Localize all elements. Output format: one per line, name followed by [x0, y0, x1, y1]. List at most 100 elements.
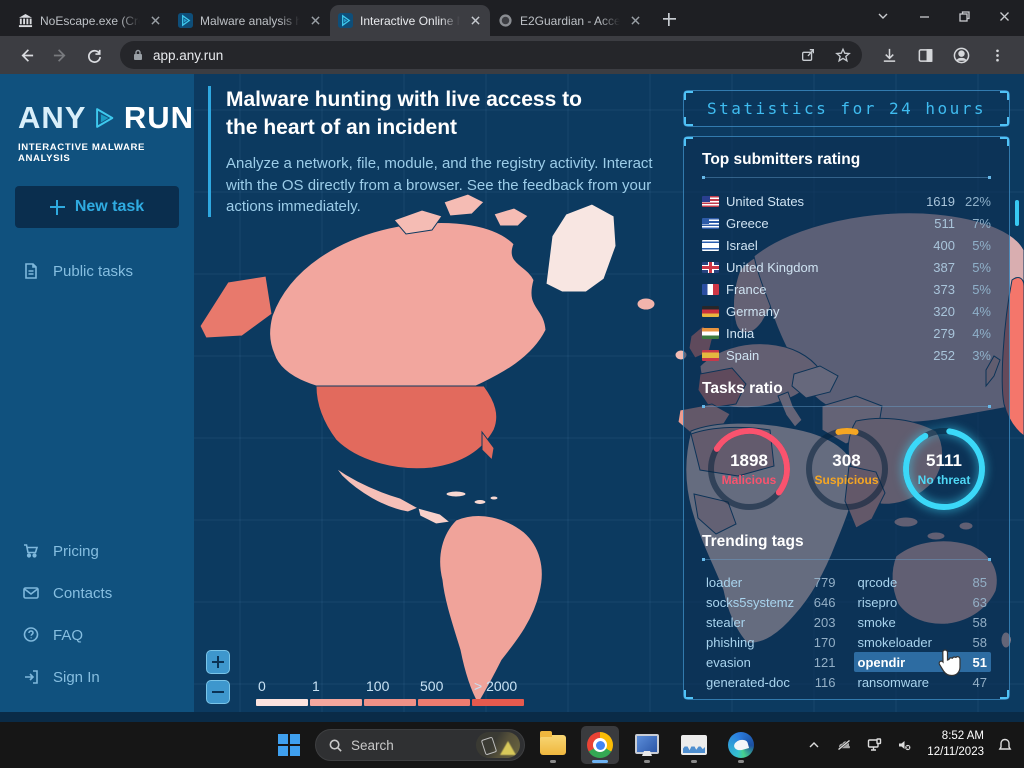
sidebar-footer-item[interactable]: Contacts [0, 572, 194, 614]
country-percent: 22% [964, 193, 991, 209]
legend-item: 500 [418, 678, 470, 706]
url-text: app.any.run [153, 47, 224, 63]
country-name: India [726, 325, 755, 341]
tray-volume-muted-icon[interactable] [891, 730, 917, 760]
country-percent: 5% [972, 281, 991, 297]
tray-network-icon[interactable] [861, 730, 887, 760]
tag-row[interactable]: risepro 63 [854, 592, 992, 612]
close-window-button[interactable] [984, 0, 1024, 32]
country-count: 387 [933, 259, 955, 275]
country-name: Greece [726, 215, 769, 231]
sidebar-footer-item[interactable]: FAQ [0, 614, 194, 656]
tag-row[interactable]: qrcode 85 [854, 572, 992, 592]
address-bar[interactable]: app.any.run [120, 41, 862, 69]
tray-offline-icon[interactable] [831, 730, 857, 760]
anyrun-logo[interactable]: ANY RUN [18, 100, 194, 136]
legend-swatch [256, 699, 308, 706]
taskbar-edge[interactable] [722, 726, 760, 764]
taskbar-vm-app[interactable] [628, 726, 666, 764]
tasks-ratio-title: Tasks ratio [702, 380, 783, 397]
minimize-button[interactable] [904, 0, 944, 32]
country-percent: 7% [972, 215, 991, 231]
tag-row[interactable]: opendir 51 [853, 652, 991, 672]
taskbar-task-manager[interactable] [675, 726, 713, 764]
tag-count: 85 [972, 574, 987, 590]
tag-count: 646 [813, 594, 836, 610]
tag-row[interactable]: ransomware 47 [854, 672, 992, 692]
notification-bell-icon[interactable] [992, 730, 1018, 760]
task-gauge: 1898 Malicious [702, 421, 796, 517]
reload-button[interactable] [80, 41, 108, 69]
browser-tab[interactable]: Interactive Online Malw [330, 5, 490, 36]
country-count: 279 [933, 325, 955, 341]
submitter-row: Israel 400 5% [702, 234, 991, 256]
download-icon[interactable] [874, 40, 904, 70]
taskbar-clock[interactable]: 8:52 AM 12/11/2023 [927, 729, 984, 760]
taskbar-chrome[interactable] [581, 726, 619, 764]
tag-row[interactable]: socks5systemz 646 [702, 592, 840, 612]
taskbar-center-group: Search [272, 726, 760, 764]
trending-tags-title: Trending tags [702, 533, 804, 550]
sidebar-footer-item[interactable]: Pricing [0, 530, 194, 572]
clock-date: 12/11/2023 [927, 746, 984, 758]
new-task-button[interactable]: New task [15, 186, 179, 228]
map-zoom-controls [206, 650, 230, 704]
side-panel-icon[interactable] [910, 40, 940, 70]
start-button[interactable] [272, 728, 306, 762]
logo-text-any: ANY [18, 100, 87, 135]
map-zoom-out-button[interactable] [206, 680, 230, 704]
windows-taskbar: Search 8:52 AM 12/11/2023 [0, 722, 1024, 768]
country-count: 373 [933, 281, 955, 297]
share-icon[interactable] [795, 42, 821, 68]
legend-label: 1 [312, 678, 320, 694]
tab-favicon [497, 13, 513, 29]
tab-close-icon[interactable] [467, 13, 483, 29]
hero-title-line1: Malware hunting with live access to [226, 88, 582, 111]
tag-name: opendir [857, 654, 906, 670]
profile-avatar-icon[interactable] [946, 40, 976, 70]
tab-title: Malware analysis https [200, 13, 300, 28]
panel-scrollbar-thumb[interactable] [1015, 200, 1019, 226]
sidebar-footer-item[interactable]: Sign In [0, 656, 194, 698]
tag-row[interactable]: smokeloader 58 [854, 632, 992, 652]
hero-section: Malware hunting with live access to the … [208, 86, 658, 218]
country-flag-icon [702, 195, 719, 207]
tab-close-icon[interactable] [307, 13, 323, 29]
tab-close-icon[interactable] [627, 13, 643, 29]
tab-title: Interactive Online Malw [360, 13, 460, 28]
gauge-center: 5111 No threat [918, 451, 971, 487]
tag-row[interactable]: smoke 58 [854, 612, 992, 632]
tag-row[interactable]: generated-doc 116 [702, 672, 840, 692]
legend-label: > 2000 [474, 678, 518, 694]
legend-label: 0 [258, 678, 266, 694]
tab-close-icon[interactable] [147, 13, 163, 29]
tag-row[interactable]: evasion 121 [702, 652, 840, 672]
menu-dots-icon[interactable] [982, 40, 1012, 70]
task-gauge: 5111 No threat [897, 421, 991, 517]
restore-button[interactable] [944, 0, 984, 32]
tasks-ratio-gauges: 1898 Malicious 308 [702, 419, 991, 523]
tag-row[interactable]: phishing 170 [702, 632, 840, 652]
document-icon [25, 263, 37, 279]
windows-logo-icon [278, 734, 300, 756]
forward-button[interactable] [46, 41, 74, 69]
tab-search-button[interactable] [868, 0, 898, 32]
tag-name: phishing [706, 634, 755, 650]
new-tab-button[interactable] [656, 6, 682, 32]
taskbar-file-explorer[interactable] [534, 726, 572, 764]
submitter-row: France 373 5% [702, 278, 991, 300]
back-button[interactable] [12, 41, 40, 69]
bookmark-star-icon[interactable] [830, 42, 856, 68]
map-zoom-in-button[interactable] [206, 650, 230, 674]
tray-chevron-up-icon[interactable] [801, 730, 827, 760]
browser-tab[interactable]: NoEscape.exe (Creepyp [10, 5, 170, 36]
browser-tab[interactable]: E2Guardian - Access De [490, 5, 650, 36]
taskbar-search[interactable]: Search [315, 729, 525, 761]
tag-row[interactable]: loader 779 [702, 572, 840, 592]
divider [702, 558, 991, 561]
country-name: United States [726, 193, 805, 209]
sidebar-item-public-tasks[interactable]: Public tasks [0, 250, 194, 292]
browser-tab[interactable]: Malware analysis https [170, 5, 330, 36]
tag-row[interactable]: stealer 203 [702, 612, 840, 632]
